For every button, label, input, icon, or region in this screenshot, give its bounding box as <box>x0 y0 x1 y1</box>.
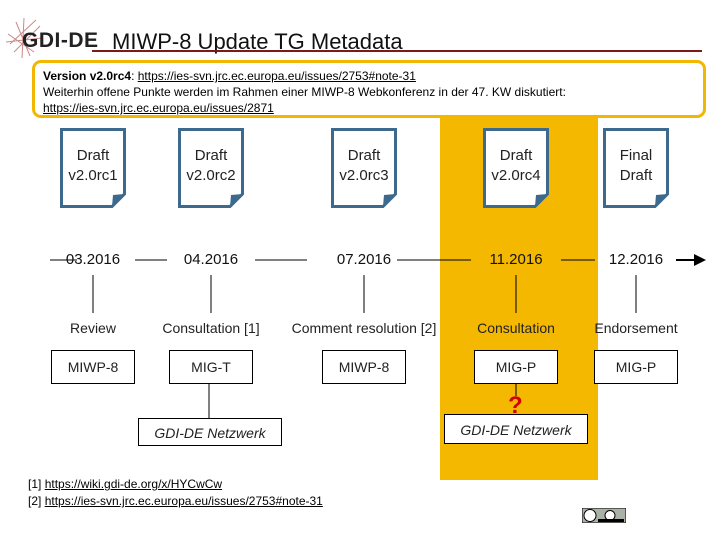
document-icon <box>60 128 126 208</box>
question-mark: ? <box>508 392 523 419</box>
network-label-1: GDI-DE Netzwerk <box>154 425 266 441</box>
document-icon <box>483 128 549 208</box>
document-icon <box>178 128 244 208</box>
milestone-date: 12.2016 <box>608 251 664 268</box>
document-icon <box>331 128 397 208</box>
milestone-group-box: MIG-P <box>594 350 678 384</box>
document-5: Final Draft <box>603 128 669 208</box>
milestone-phase: Comment resolution [2] <box>291 320 437 336</box>
milestone-date: 11.2016 <box>489 251 543 268</box>
logo-text: GDI-DE <box>22 29 99 52</box>
arrow-head-icon <box>694 254 706 266</box>
milestone-group: MIG-T <box>191 359 231 375</box>
milestone-phase: Review <box>70 320 116 336</box>
callout-line-1: Version v2.0rc4: https://ies-svn.jrc.ec.… <box>43 68 695 84</box>
milestone-date: 03.2016 <box>65 251 121 268</box>
milestone-group: MIWP-8 <box>67 359 119 375</box>
document-2: Draft v2.0rc2 <box>178 128 244 208</box>
document-4: Draft v2.0rc4 <box>483 128 549 208</box>
callout-line-3: https://ies-svn.jrc.ec.europa.eu/issues/… <box>43 100 695 116</box>
milestone-date: 07.2016 <box>336 251 392 268</box>
network-box-1: GDI-DE Netzwerk <box>138 418 282 446</box>
document-label: Draft v2.0rc4 <box>483 146 549 186</box>
footnote-1: [1] https://wiki.gdi-de.org/x/HYCwCw <box>28 476 323 493</box>
document-icon <box>603 128 669 208</box>
document-label-line-2: v2.0rc2 <box>186 167 236 184</box>
document-label: Draft v2.0rc3 <box>331 146 397 186</box>
title-rule <box>92 50 702 52</box>
milestone-group-box: MIG-T <box>169 350 253 384</box>
document-label-line-1: Draft <box>76 147 110 164</box>
document-label-line-2: Draft <box>619 167 653 184</box>
milestone-group-box: MIG-P <box>474 350 558 384</box>
milestone-group-box: MIWP-8 <box>51 350 135 384</box>
footnote-2: [2] https://ies-svn.jrc.ec.europa.eu/iss… <box>28 493 323 510</box>
version-link[interactable]: https://ies-svn.jrc.ec.europa.eu/issues/… <box>137 69 416 83</box>
gdi-de-logo-icon <box>6 17 43 59</box>
footnotes: [1] https://wiki.gdi-de.org/x/HYCwCw [2]… <box>28 476 323 510</box>
milestone-group: MIWP-8 <box>338 359 390 375</box>
footnote-1-link[interactable]: https://wiki.gdi-de.org/x/HYCwCw <box>44 477 223 491</box>
document-label-line-1: Draft <box>194 147 228 164</box>
network-box-2: GDI-DE Netzwerk <box>444 414 588 444</box>
milestone-phase: Consultation <box>477 320 555 336</box>
document-1: Draft v2.0rc1 <box>60 128 126 208</box>
cc-by-icon <box>582 508 626 523</box>
milestone-phase: Endorsement <box>594 320 678 336</box>
network-label-2: GDI-DE Netzwerk <box>460 422 572 438</box>
issue-link[interactable]: https://ies-svn.jrc.ec.europa.eu/issues/… <box>43 101 274 115</box>
footnote-2-link[interactable]: https://ies-svn.jrc.ec.europa.eu/issues/… <box>44 494 323 508</box>
document-label-line-2: v2.0rc3 <box>339 167 389 184</box>
document-label: Draft v2.0rc2 <box>178 146 244 186</box>
document-label-line-1: Draft <box>499 147 533 164</box>
page-title: MIWP-8 Update TG Metadata <box>112 29 403 54</box>
document-label-line-2: v2.0rc4 <box>491 167 541 184</box>
document-label: Draft v2.0rc1 <box>60 146 126 186</box>
milestone-group: MIG-P <box>495 359 537 375</box>
document-label-line-1: Final <box>619 147 653 164</box>
document-3: Draft v2.0rc3 <box>331 128 397 208</box>
milestone-date: 04.2016 <box>183 251 239 268</box>
milestone-group: MIG-P <box>615 359 657 375</box>
version-label: Version v2.0rc4 <box>43 69 132 83</box>
document-label-line-1: Draft <box>347 147 381 164</box>
version-separator: : <box>131 69 138 83</box>
document-label: Final Draft <box>603 146 669 186</box>
footnote-1-ref: [1] <box>28 477 45 491</box>
footnote-2-ref: [2] <box>28 494 45 508</box>
version-callout: Version v2.0rc4: https://ies-svn.jrc.ec.… <box>32 60 706 118</box>
document-label-line-2: v2.0rc1 <box>68 167 118 184</box>
milestone-group-box: MIWP-8 <box>322 350 406 384</box>
callout-line-2: Weiterhin offene Punkte werden im Rahmen… <box>43 85 566 99</box>
milestone-phase: Consultation [1] <box>162 320 260 336</box>
